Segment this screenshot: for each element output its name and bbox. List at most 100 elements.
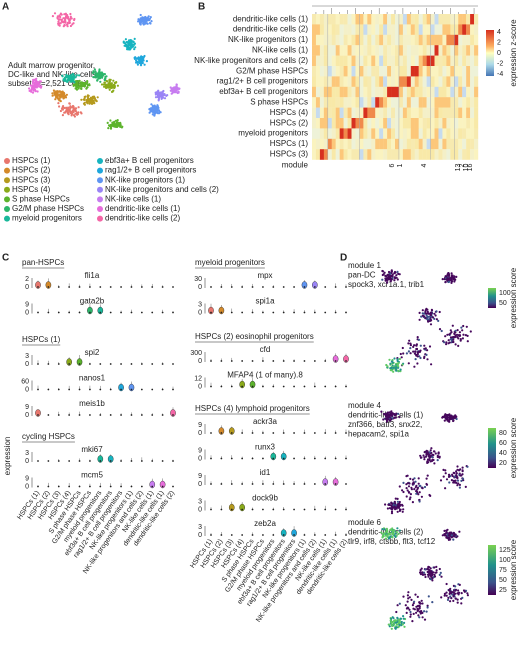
cell-dot xyxy=(423,356,426,360)
cell-dot xyxy=(385,281,389,284)
heatmap-cell xyxy=(446,86,451,98)
heatmap-cell xyxy=(470,34,475,46)
cell-dot xyxy=(407,485,411,488)
heatmap-cell xyxy=(359,24,364,35)
cell-dot xyxy=(393,619,396,623)
cell-dot xyxy=(455,472,458,475)
cell-dot xyxy=(66,112,69,115)
cell-dot xyxy=(436,459,439,462)
heatmap-cell xyxy=(434,86,439,98)
heatmap-cell xyxy=(383,97,388,108)
cell-dot xyxy=(418,318,421,321)
heatmap-cell xyxy=(327,149,332,160)
heatmap-cell xyxy=(343,24,348,35)
cell-dot xyxy=(393,357,396,360)
cell-dot xyxy=(411,478,415,481)
gene-name: meis1b xyxy=(79,399,105,408)
heatmap-cell xyxy=(450,34,455,46)
y-tick-label: 9 xyxy=(25,404,29,411)
heatmap-cell xyxy=(422,66,427,77)
heatmap-cell xyxy=(474,128,479,139)
cell-dot xyxy=(466,592,469,595)
cell-dot xyxy=(401,489,404,492)
cell-dot xyxy=(97,73,100,77)
cell-dot xyxy=(443,419,446,422)
cell-dot xyxy=(413,608,416,611)
violin-base xyxy=(303,286,306,288)
cell-dot xyxy=(111,90,114,93)
cell-dot xyxy=(440,575,443,578)
violin-base xyxy=(78,388,81,391)
violin-base xyxy=(251,385,254,388)
module-text: tlr9, irf8, ctsbb, flt3, tcf12 xyxy=(348,537,436,546)
heatmap-cell xyxy=(446,128,451,139)
cell-dot xyxy=(461,477,465,480)
heatmap-cell xyxy=(312,45,317,56)
heatmap-cell xyxy=(347,118,352,129)
y-tick-label: 3 xyxy=(198,301,202,308)
cell-dot xyxy=(461,473,464,476)
legend-label: HSPCs (4) xyxy=(12,185,51,194)
violin-base xyxy=(303,457,306,460)
heatmap-cell xyxy=(398,138,404,150)
cell-dot xyxy=(418,607,421,610)
cell-dot xyxy=(169,86,172,89)
cell-dot xyxy=(51,15,55,18)
cell-dot xyxy=(433,566,436,569)
heatmap-cell xyxy=(402,128,408,139)
heatmap-cell xyxy=(426,97,431,108)
heatmap-cell xyxy=(367,76,372,87)
cell-dot xyxy=(452,595,455,598)
cell-dot xyxy=(429,449,432,452)
heatmap-cell xyxy=(402,107,408,119)
violin-base xyxy=(109,311,112,314)
cell-dot xyxy=(77,111,80,114)
heatmap-cell xyxy=(430,86,435,98)
colorbar-tick: 2 xyxy=(497,39,501,46)
heatmap-cell xyxy=(430,55,435,67)
cell-dot xyxy=(113,85,116,88)
heatmap-cell xyxy=(410,14,415,25)
heatmap-cell xyxy=(387,34,392,46)
cell-dot xyxy=(398,273,401,276)
heatmap-cell xyxy=(434,138,439,150)
violin xyxy=(301,281,308,289)
heatmap-cell xyxy=(458,34,463,46)
y-tick-label: 9 xyxy=(198,473,202,480)
heatmap-cell xyxy=(379,138,384,150)
cell-dot xyxy=(402,508,405,511)
cell-dot xyxy=(94,70,97,73)
violin-base xyxy=(172,414,174,416)
cell-dot xyxy=(414,350,417,353)
cell-dot xyxy=(73,81,76,84)
cell-dot xyxy=(404,604,407,607)
panel-label: B xyxy=(198,2,205,13)
cell-dot xyxy=(386,507,389,510)
heatmap-cell xyxy=(398,34,404,46)
cell-dot xyxy=(442,468,445,471)
heatmap-cell xyxy=(406,138,412,150)
cell-dot xyxy=(64,110,67,113)
cell-dot xyxy=(138,60,141,64)
heatmap-cell xyxy=(363,97,368,108)
heatmap-cell xyxy=(371,86,376,98)
violin-base xyxy=(334,311,337,314)
cell-dot xyxy=(459,474,462,477)
cell-dot xyxy=(75,107,78,110)
heatmap-cell xyxy=(434,55,439,67)
heatmap-cell xyxy=(466,34,471,46)
heatmap-cell xyxy=(426,76,431,87)
violin-base xyxy=(210,534,212,536)
heatmap-cell xyxy=(323,55,329,67)
cell-dot xyxy=(30,86,33,90)
heatmap-cell xyxy=(319,107,325,119)
violin-base xyxy=(99,414,102,416)
violin-base xyxy=(230,432,233,434)
gene-name: gata2b xyxy=(80,297,105,306)
cell-dot xyxy=(395,274,398,277)
heatmap-cell xyxy=(343,97,348,108)
cell-dot xyxy=(390,418,393,421)
violin-base xyxy=(47,460,50,462)
cell-dot xyxy=(455,470,458,473)
cell-dot xyxy=(443,594,446,597)
